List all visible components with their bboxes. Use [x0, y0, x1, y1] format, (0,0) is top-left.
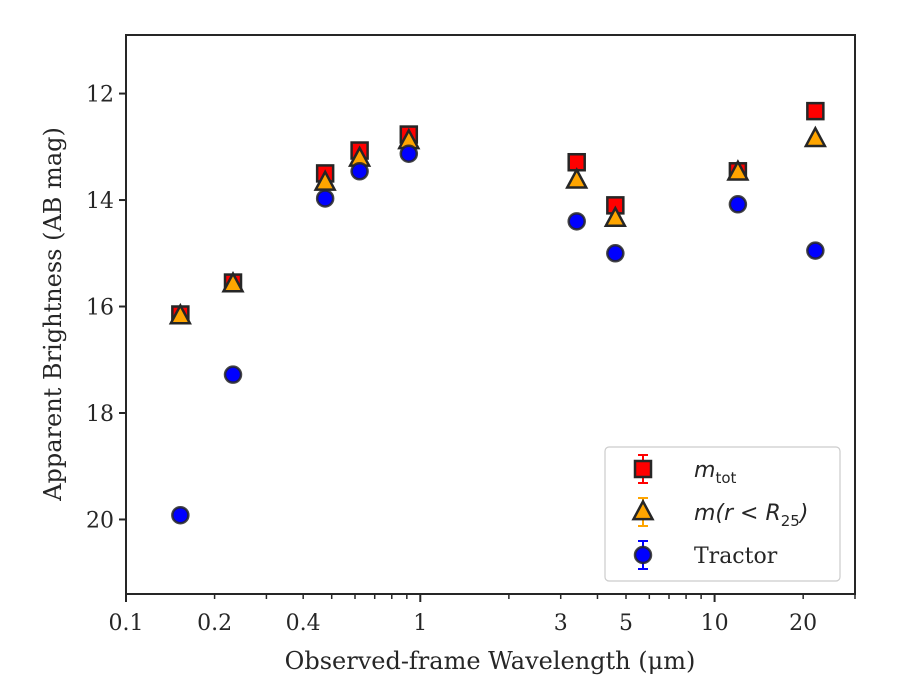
legend-label-base: Tractor [694, 544, 778, 569]
data-point [803, 125, 827, 148]
series-triangle [168, 125, 827, 325]
data-point [806, 241, 825, 260]
legend-marker [631, 498, 655, 521]
x-tick-label: 10 [701, 611, 729, 636]
x-axis-title: Observed-frame Wavelength (μm) [285, 647, 696, 675]
data-point [726, 159, 750, 181]
x-tick-label: 20 [789, 611, 817, 636]
x-tick-label: 0.4 [286, 611, 321, 636]
series-square [171, 101, 825, 324]
legend-marker [633, 545, 653, 565]
data-point [606, 244, 625, 263]
chart-axes: 0.1 0.2 0.4 1 3 5 10 20 12 14 16 18 20 [86, 34, 856, 636]
data-point [171, 505, 190, 525]
y-tick-label: 18 [86, 402, 114, 427]
data-point [168, 302, 192, 325]
data-point [315, 189, 335, 208]
data-point [567, 212, 586, 231]
legend-label: mtot [694, 458, 736, 487]
data-point [728, 195, 748, 214]
x-tick-label: 5 [619, 611, 633, 636]
data-point [806, 101, 825, 121]
y-tick-label: 16 [86, 296, 114, 321]
y-axis-title: Apparent Brightness (AB mag) [39, 127, 67, 502]
x-tick-label: 0.1 [109, 611, 144, 636]
legend-label-subscript: tot [715, 469, 736, 487]
chart-marks [168, 101, 827, 525]
series-circle [171, 144, 825, 525]
data-point [565, 167, 589, 189]
legend-label-subscript: 25 [781, 512, 800, 530]
legend-label-base: m(r < R [694, 501, 781, 526]
data-point [221, 270, 245, 293]
data-point [603, 205, 627, 228]
x-tick-label: 0.2 [197, 611, 232, 636]
data-point [350, 162, 369, 181]
legend-marker [633, 459, 653, 479]
data-point [399, 144, 419, 163]
legend-label-rest: ) [798, 501, 809, 526]
y-tick-label: 14 [86, 189, 114, 214]
x-tick-label: 3 [554, 611, 568, 636]
legend-label: m(r < R25) [694, 501, 808, 530]
data-point [223, 365, 243, 384]
legend: mtot m(r < R25) Tractor [604, 446, 841, 582]
y-tick-label: 20 [86, 508, 114, 533]
x-tick-label: 1 [413, 611, 427, 636]
plot-frame [125, 34, 856, 595]
legend-box [604, 446, 841, 582]
legend-label-base: m [694, 458, 715, 483]
y-tick-label: 12 [86, 83, 114, 108]
legend-label: Tractor [694, 544, 778, 569]
